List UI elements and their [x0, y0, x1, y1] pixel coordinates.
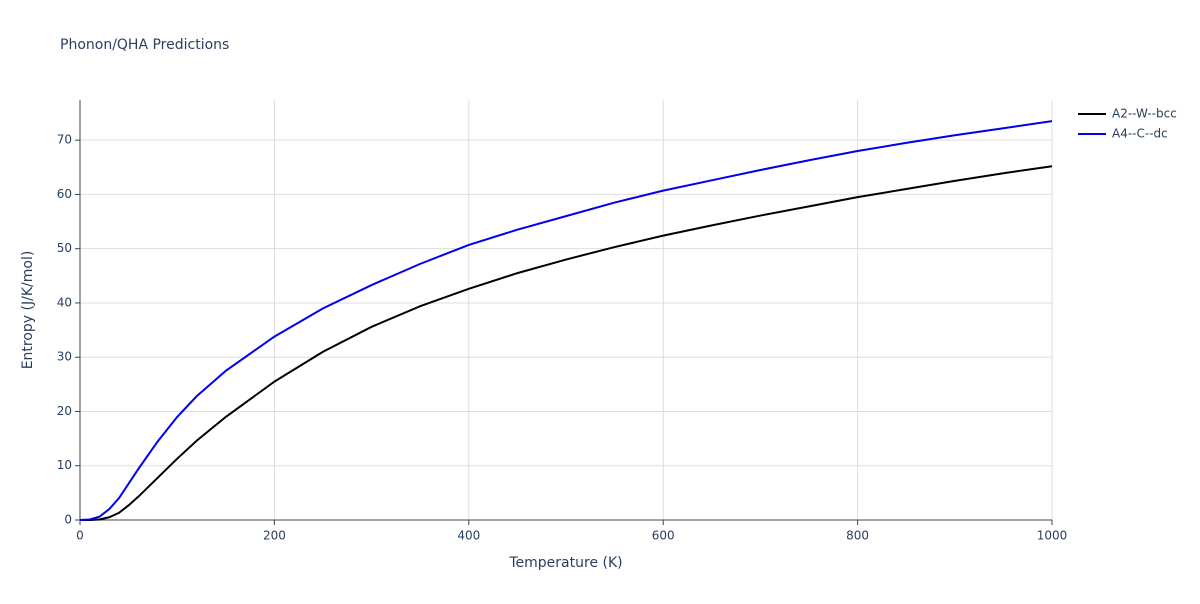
y-axis-label: Entropy (J/K/mol) — [20, 251, 36, 370]
x-tick-label: 200 — [263, 529, 286, 543]
y-tick-label: 70 — [57, 133, 72, 147]
x-axis-label: Temperature (K) — [508, 555, 622, 571]
y-tick-label: 20 — [57, 404, 72, 418]
series-line — [79, 120, 1053, 521]
x-tick-label: 800 — [846, 529, 869, 543]
y-tick-label: 60 — [57, 187, 72, 201]
y-tick-label: 10 — [57, 458, 72, 472]
y-tick-label: 0 — [64, 513, 72, 527]
x-tick-label: 1000 — [1037, 529, 1068, 543]
y-tick-label: 30 — [57, 350, 72, 364]
series-line — [80, 165, 1053, 521]
y-tick-label: 50 — [57, 241, 72, 255]
x-tick-label: 400 — [457, 529, 480, 543]
x-tick-label: 600 — [652, 529, 675, 543]
x-tick-label: 0 — [76, 529, 84, 543]
chart-title: Phonon/QHA Predictions — [60, 37, 229, 53]
legend-label: A2--W--bcc — [1112, 107, 1177, 121]
y-tick-label: 40 — [57, 295, 72, 309]
legend-label: A4--C--dc — [1112, 127, 1168, 141]
